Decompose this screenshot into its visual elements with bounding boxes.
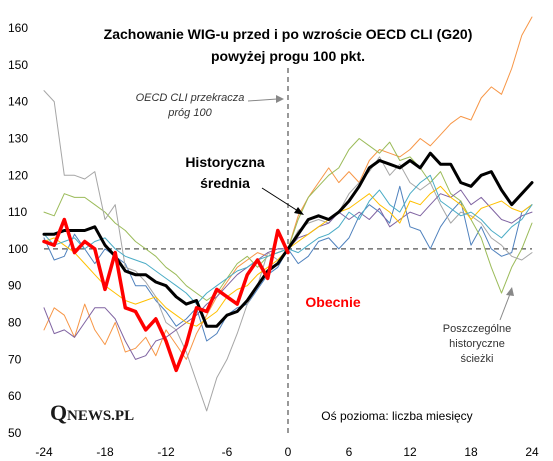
historical-average-label-line-2: średnia bbox=[200, 175, 250, 191]
current-line bbox=[42, 217, 290, 373]
paths-annotation-line-1: Poszczególne bbox=[443, 323, 512, 335]
y-tick-label: 110 bbox=[8, 205, 27, 219]
x-tick-label: -6 bbox=[222, 445, 233, 459]
y-tick-label: 140 bbox=[8, 95, 28, 109]
x-tick-label: 6 bbox=[346, 445, 353, 459]
y-tick-label: 160 bbox=[8, 21, 28, 35]
historical-average-arrow-head bbox=[294, 207, 304, 215]
x-tick-label: 12 bbox=[403, 445, 417, 459]
y-tick-label: 130 bbox=[8, 131, 28, 145]
chart-title-line-1: Zachowanie WIG-u przed i po wzroście OEC… bbox=[104, 26, 473, 42]
x-tick-label: -24 bbox=[35, 445, 53, 459]
y-axis-ticks: 50 60 70 80 90 100 110 120 130 140 150 160 bbox=[8, 21, 28, 440]
chart-title-line-2: powyżej progu 100 pkt. bbox=[211, 48, 365, 64]
current-label: Obecnie bbox=[305, 294, 360, 310]
threshold-arrow bbox=[247, 98, 278, 102]
y-tick-label: 80 bbox=[8, 316, 22, 330]
x-tick-label: -18 bbox=[96, 445, 114, 459]
series-layer bbox=[42, 16, 534, 412]
y-tick-label: 120 bbox=[8, 168, 28, 182]
paths-annotation-line-3: ścieżki bbox=[460, 353, 493, 365]
threshold-annotation-line-2: próg 100 bbox=[167, 107, 212, 119]
y-tick-label: 70 bbox=[8, 352, 22, 366]
qnews-logo: Q NEWS.PL bbox=[50, 400, 134, 425]
logo-text: NEWS.PL bbox=[67, 408, 134, 424]
historical-average-arrow bbox=[261, 187, 299, 212]
paths-arrow-head bbox=[506, 287, 514, 296]
y-tick-label: 50 bbox=[8, 426, 22, 440]
y-tick-label: 100 bbox=[8, 242, 28, 256]
logo-letter-q: Q bbox=[50, 400, 67, 425]
y-tick-label: 60 bbox=[8, 389, 22, 403]
threshold-arrow-head bbox=[276, 95, 284, 103]
historical-average-label-line-1: Historyczna bbox=[185, 154, 265, 170]
paths-annotation-line-2: historyczne bbox=[449, 338, 505, 350]
x-tick-label: 24 bbox=[525, 445, 539, 459]
paths-arrow bbox=[499, 293, 511, 321]
x-axis-note: Oś pozioma: liczba miesięcy bbox=[321, 409, 472, 423]
x-axis-ticks: -24 -18 -12 -6 0 6 12 18 24 bbox=[35, 445, 539, 459]
y-tick-label: 90 bbox=[8, 279, 22, 293]
threshold-annotation-line-1: OECD CLI przekracza bbox=[136, 92, 245, 104]
x-tick-label: -12 bbox=[157, 445, 175, 459]
x-tick-label: 0 bbox=[285, 445, 292, 459]
x-tick-label: 18 bbox=[464, 445, 478, 459]
y-tick-label: 150 bbox=[8, 58, 28, 72]
